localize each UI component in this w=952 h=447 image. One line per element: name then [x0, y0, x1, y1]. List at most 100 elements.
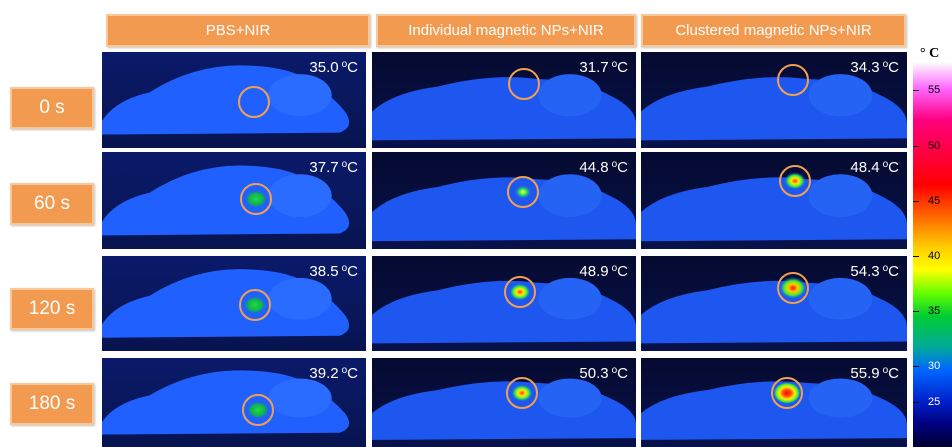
temperature-value: 35.0 — [309, 59, 339, 76]
thermal-image — [102, 52, 366, 148]
roi-circle — [504, 276, 536, 308]
thermal-image — [102, 358, 366, 447]
mouse-silhouette — [641, 378, 907, 440]
colorbar-tick — [913, 402, 919, 403]
roi-circle — [771, 377, 803, 409]
hotspot — [509, 283, 531, 301]
thermal-image — [641, 52, 907, 148]
temperature-readout: 48.4 oC — [850, 159, 899, 176]
temperature-colorbar: ° C 55 50 45 40 35 30 25 — [910, 44, 952, 447]
thermal-image — [641, 358, 907, 447]
temperature-readout: 35.0 oC — [309, 59, 358, 76]
roi-circle — [508, 68, 540, 100]
thermal-image — [372, 358, 636, 447]
thermal-image-panel: 31.7 oC — [372, 52, 636, 148]
degree-symbol: o — [341, 365, 348, 376]
thermal-image-panel: 55.9 oC — [641, 358, 907, 447]
roi-circle — [240, 183, 272, 215]
mouse-silhouette — [372, 174, 636, 242]
temperature-value: 37.7 — [309, 159, 339, 176]
column-header-individual-nps: Individual magnetic NPs+NIR — [376, 14, 636, 47]
degree-symbol: o — [882, 59, 889, 70]
temperature-value: 48.4 — [850, 159, 880, 176]
thermal-image — [372, 152, 636, 249]
hotspot — [773, 381, 801, 405]
thermal-image-panel: 50.3 oC — [372, 358, 636, 447]
thermal-image-panel: 38.5 oC — [102, 256, 366, 351]
degree-symbol: o — [611, 159, 618, 170]
temperature-unit: C — [347, 159, 358, 176]
temperature-readout: 31.7 oC — [579, 59, 628, 76]
thermal-image — [641, 152, 907, 249]
thermal-image-panel: 39.2 oC — [102, 358, 366, 447]
temperature-readout: 34.3 oC — [850, 59, 899, 76]
thermal-image-panel: 44.8 oC — [372, 152, 636, 249]
mouse-silhouette — [102, 165, 350, 236]
hotspot — [244, 189, 268, 209]
temperature-unit: C — [617, 159, 628, 176]
degree-symbol: o — [882, 159, 889, 170]
colorbar-tick — [913, 366, 919, 367]
temperature-unit: C — [888, 59, 899, 76]
hotspot — [511, 384, 533, 402]
temperature-unit: C — [347, 263, 358, 280]
thermal-image-panel: 35.0 oC — [102, 52, 366, 148]
temperature-value: 34.3 — [850, 59, 880, 76]
mouse-silhouette — [102, 65, 350, 135]
colorbar-tick-label: 25 — [928, 396, 941, 408]
temperature-unit: C — [347, 365, 358, 382]
colorbar-tick-label: 55 — [928, 84, 941, 96]
temperature-readout: 39.2 oC — [309, 365, 358, 382]
colorbar-gradient — [913, 62, 952, 447]
colorbar-tick-label: 35 — [928, 305, 941, 317]
colorbar-tick-label: 45 — [928, 195, 941, 207]
degree-symbol: o — [611, 365, 618, 376]
colorbar-tick — [913, 146, 919, 147]
temperature-value: 50.3 — [579, 365, 609, 382]
colorbar-tick — [913, 256, 919, 257]
roi-circle — [779, 165, 811, 197]
mouse-silhouette — [372, 74, 636, 141]
roi-circle — [239, 289, 271, 321]
temperature-readout: 55.9 oC — [850, 365, 899, 382]
colorbar-tick-label: 30 — [928, 360, 941, 372]
mouse-silhouette — [641, 74, 907, 141]
temperature-unit: C — [347, 59, 358, 76]
roi-circle — [238, 86, 270, 118]
temperature-value: 38.5 — [309, 263, 339, 280]
thermal-image — [102, 152, 366, 249]
row-label-180s: 180 s — [10, 383, 94, 425]
hotspot — [246, 400, 270, 420]
temperature-unit: C — [888, 159, 899, 176]
temperature-readout: 48.9 oC — [579, 263, 628, 280]
mouse-silhouette — [641, 174, 907, 242]
row-label-60s: 60 s — [10, 183, 94, 225]
temperature-value: 48.9 — [579, 263, 609, 280]
thermal-image-panel: 48.9 oC — [372, 256, 636, 351]
degree-symbol: o — [341, 263, 348, 274]
hotspot — [779, 276, 807, 300]
temperature-value: 54.3 — [850, 263, 880, 280]
column-header-pbs: PBS+NIR — [106, 14, 370, 47]
colorbar-unit: ° C — [920, 46, 940, 61]
temperature-readout: 54.3 oC — [850, 263, 899, 280]
colorbar-tick — [913, 201, 919, 202]
colorbar-tick — [913, 311, 919, 312]
colorbar-tick — [913, 90, 919, 91]
temperature-unit: C — [888, 263, 899, 280]
temperature-unit: C — [617, 263, 628, 280]
hotspot — [784, 172, 806, 190]
temperature-readout: 50.3 oC — [579, 365, 628, 382]
hotspot — [514, 184, 532, 200]
thermal-image-panel: 37.7 oC — [102, 152, 366, 249]
row-label-120s: 120 s — [10, 288, 94, 330]
thermal-image-panel: 54.3 oC — [641, 256, 907, 351]
thermal-image-panel: 48.4 oC — [641, 152, 907, 249]
row-label-0s: 0 s — [10, 87, 94, 129]
temperature-value: 39.2 — [309, 365, 339, 382]
temperature-value: 55.9 — [850, 365, 880, 382]
colorbar-tick-label: 50 — [928, 140, 941, 152]
mouse-silhouette — [641, 277, 907, 344]
temperature-readout: 37.7 oC — [309, 159, 358, 176]
roi-circle — [506, 377, 538, 409]
